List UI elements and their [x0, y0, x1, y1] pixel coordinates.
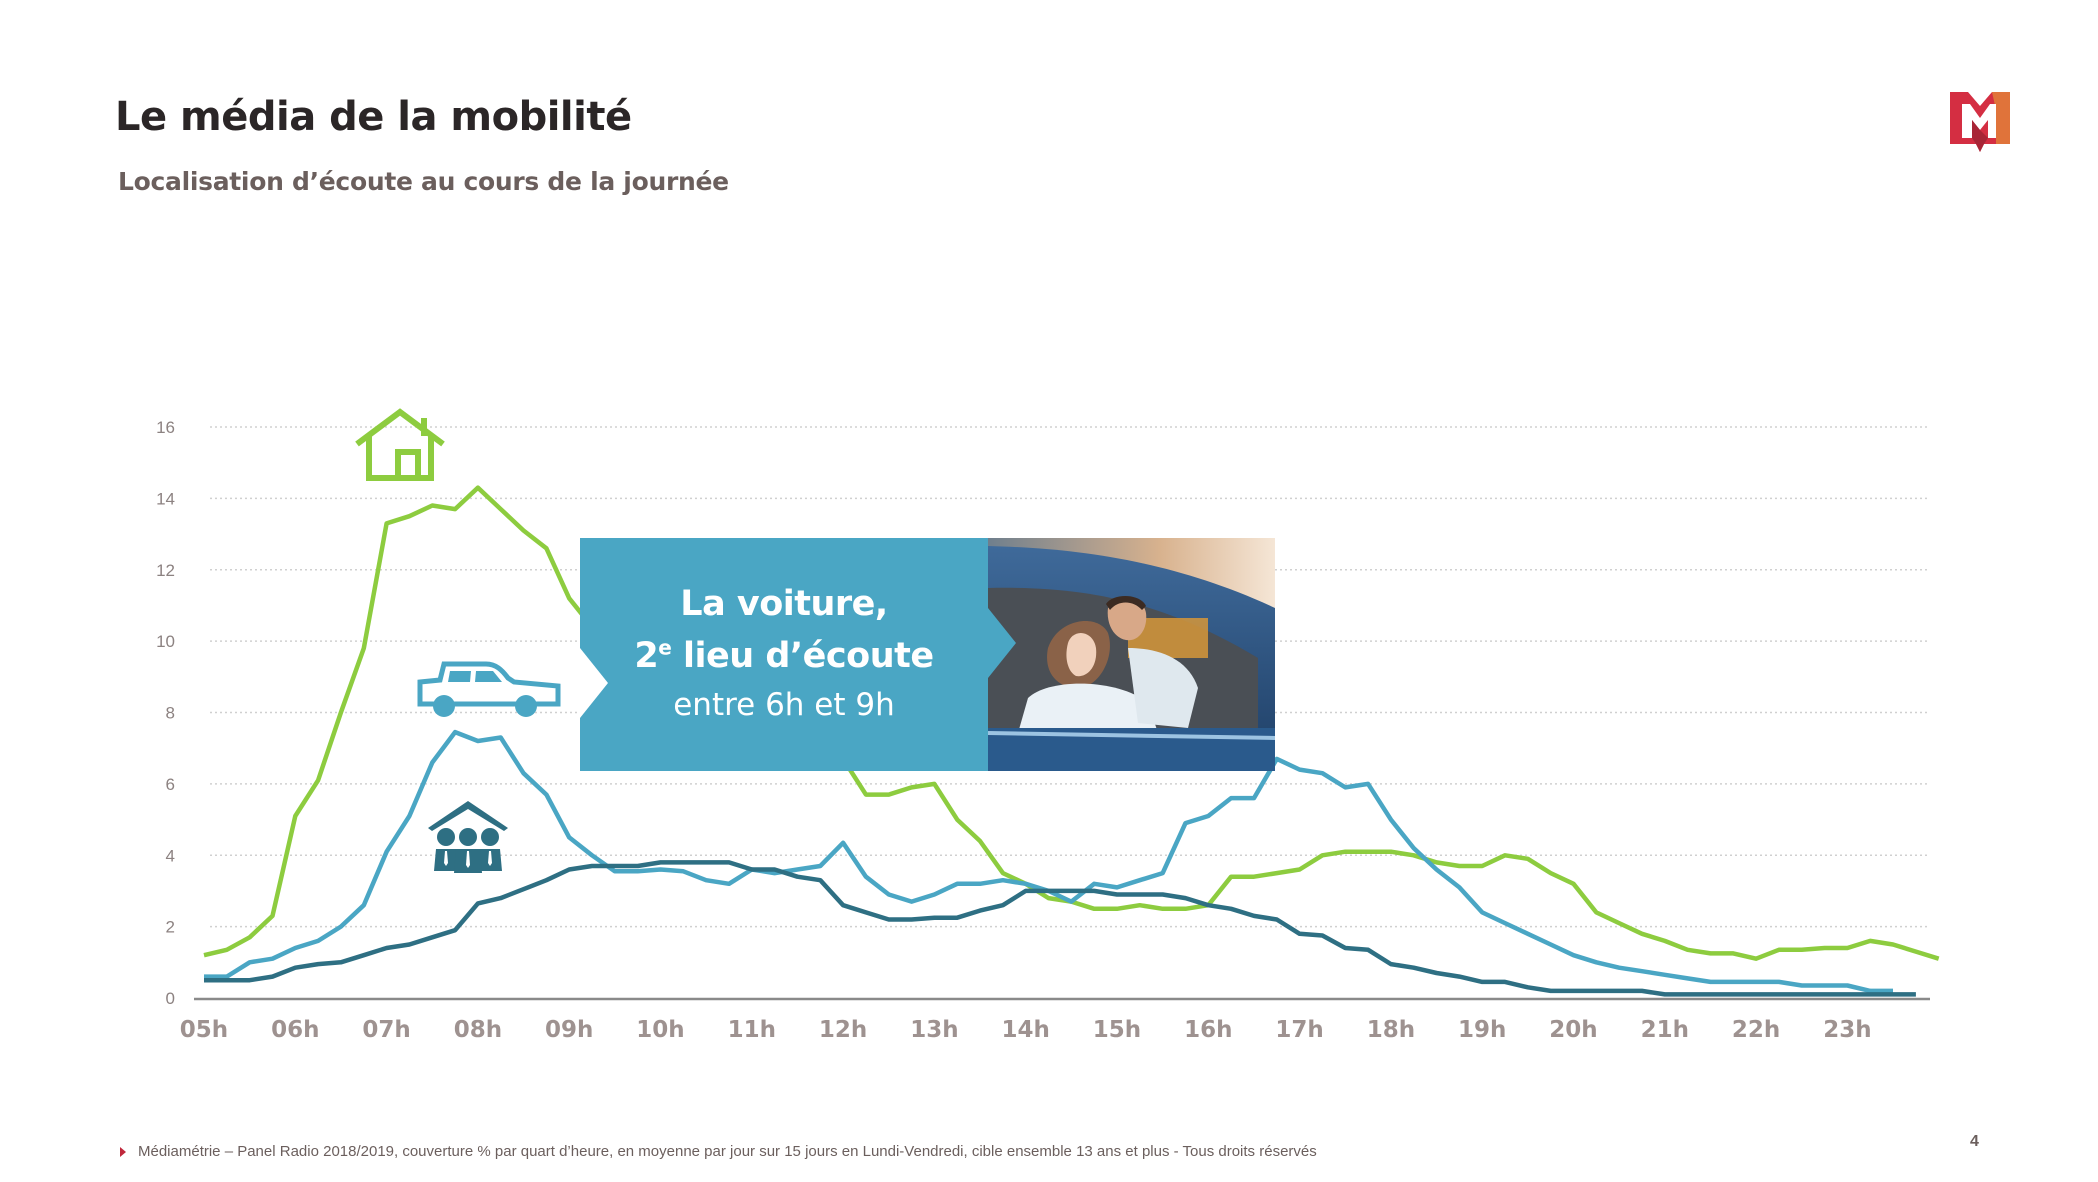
footer-bullet-icon — [120, 1147, 126, 1157]
x-tick-label: 19h — [1458, 1017, 1506, 1043]
y-axis-labels: 0 2 4 6 8 10 12 14 16 — [156, 418, 175, 1008]
x-tick-label: 05h — [180, 1017, 228, 1043]
y-tick-label: 2 — [166, 918, 175, 937]
x-tick-label: 15h — [1093, 1017, 1141, 1043]
y-tick-label: 0 — [166, 989, 175, 1008]
x-tick-label: 18h — [1367, 1017, 1415, 1043]
y-tick-label: 4 — [166, 846, 175, 865]
y-tick-label: 16 — [156, 418, 175, 437]
car-icon — [417, 661, 561, 717]
footer-source: Médiamétrie – Panel Radio 2018/2019, cou… — [138, 1143, 1317, 1160]
x-tick-label: 20h — [1549, 1017, 1597, 1043]
y-tick-label: 12 — [156, 561, 175, 580]
x-axis-labels: 05h 06h 07h 08h 09h 10h 11h 12h 13h 14h 15h 16h 17h 1… — [180, 1017, 1872, 1043]
callout-line-3: entre 6h et 9h — [673, 687, 895, 723]
x-tick-label: 13h — [910, 1017, 958, 1043]
x-tick-label: 07h — [362, 1017, 410, 1043]
series-lines — [203, 485, 1940, 997]
x-tick-label: 11h — [728, 1017, 776, 1043]
x-tick-label: 17h — [1275, 1017, 1323, 1043]
series-line-travail — [204, 860, 1916, 997]
y-tick-label: 14 — [156, 489, 175, 508]
x-tick-label: 23h — [1823, 1017, 1871, 1043]
m-logo-icon — [1950, 92, 2010, 152]
callout-box: La voiture, 2e lieu d’écoute entre 6h et… — [580, 538, 988, 771]
x-tick-label: 09h — [545, 1017, 593, 1043]
y-tick-label: 10 — [156, 632, 175, 651]
callout-line-2: 2e lieu d’écoute — [634, 635, 934, 676]
x-tick-label: 06h — [271, 1017, 319, 1043]
x-tick-label: 10h — [636, 1017, 684, 1043]
callout-notch-arrow — [580, 648, 608, 718]
y-tick-label: 8 — [166, 704, 175, 723]
x-tick-label: 22h — [1732, 1017, 1780, 1043]
car-passengers-photo — [988, 538, 1275, 771]
x-tick-label: 12h — [819, 1017, 867, 1043]
page-subtitle: Localisation d’écoute au cours de la jou… — [118, 167, 729, 196]
y-tick-label: 6 — [166, 775, 175, 794]
x-tick-label: 08h — [454, 1017, 502, 1043]
page-number: 4 — [1970, 1133, 1979, 1150]
page-title: Le média de la mobilité — [115, 94, 632, 140]
x-tick-label: 16h — [1184, 1017, 1232, 1043]
callout-line-1: La voiture, — [680, 584, 888, 624]
workplace-people-icon — [428, 801, 508, 873]
house-icon — [355, 408, 445, 481]
x-tick-label: 21h — [1641, 1017, 1689, 1043]
x-tick-label: 14h — [1002, 1017, 1050, 1043]
